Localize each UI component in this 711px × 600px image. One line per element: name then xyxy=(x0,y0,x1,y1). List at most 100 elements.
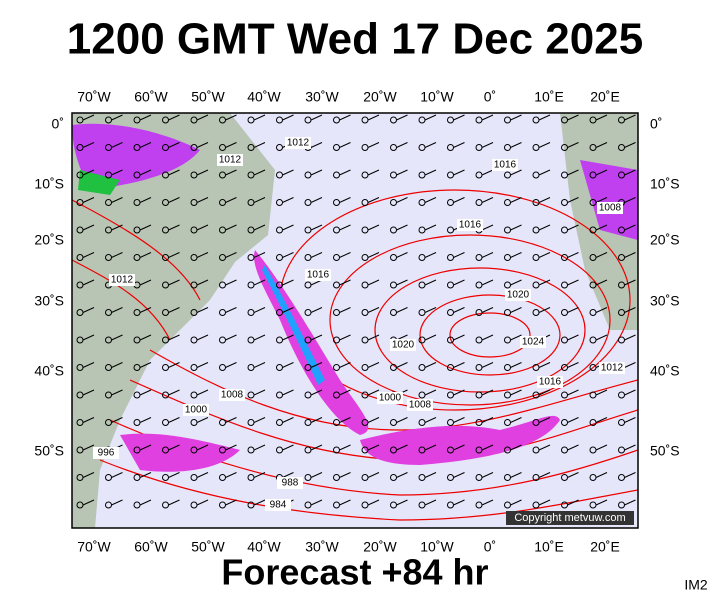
isobar-label-box xyxy=(597,202,623,214)
wind-barb xyxy=(139,114,152,121)
wind-barb xyxy=(424,499,437,506)
wind-barb xyxy=(510,197,522,203)
isobar-label: 1008 xyxy=(409,400,432,411)
wind-barb xyxy=(595,114,608,121)
isobar-label-box xyxy=(217,154,243,166)
wind-barb xyxy=(624,252,636,258)
wind-barb xyxy=(396,169,408,176)
wind-barb xyxy=(225,224,237,231)
lon-label-bottom: 50˚W xyxy=(191,539,225,555)
wind-barb xyxy=(139,169,152,176)
wind-barb xyxy=(538,417,551,423)
wind-barb xyxy=(339,417,351,423)
wind-barb xyxy=(168,334,180,341)
lat-label-right: 10˚S xyxy=(650,176,680,192)
wind-barb xyxy=(196,389,209,396)
wind-barb xyxy=(253,307,266,313)
wind-barb xyxy=(82,334,95,341)
wind-barb xyxy=(424,444,437,451)
wind-barb xyxy=(424,417,437,423)
wind-barb xyxy=(538,279,551,286)
wind-barb xyxy=(82,142,95,148)
wind-barb xyxy=(139,307,152,313)
wind-barb xyxy=(168,142,180,148)
wind-barb xyxy=(567,279,579,286)
lat-label-left: 30˚S xyxy=(34,293,64,309)
wind-barb xyxy=(82,307,95,313)
isobar-label-box xyxy=(599,362,625,374)
wind-barb xyxy=(624,307,636,313)
wind-barb xyxy=(111,417,123,423)
wind-barb xyxy=(453,417,465,423)
wind-barb xyxy=(339,142,351,148)
wind-barb xyxy=(538,252,551,258)
lon-label-bottom: 40˚W xyxy=(247,539,281,555)
wind-barb xyxy=(424,307,437,313)
wind-barb xyxy=(253,444,266,451)
lon-label-bottom: 60˚W xyxy=(134,539,168,555)
wind-barb xyxy=(595,417,608,423)
wind-barb xyxy=(510,472,522,478)
wind-barb xyxy=(225,197,237,203)
wind-barb xyxy=(196,444,209,451)
isobar-label: 1012 xyxy=(219,155,242,166)
wind-barb xyxy=(82,114,95,121)
lon-label-bottom: 10˚E xyxy=(534,539,564,555)
wind-barb xyxy=(253,142,266,148)
wind-barb xyxy=(453,252,465,258)
wind-barb xyxy=(111,472,123,478)
wind-barb xyxy=(139,279,152,286)
isobar-label: 1016 xyxy=(307,270,330,281)
wind-barb xyxy=(567,499,579,506)
wind-barb xyxy=(538,444,551,451)
wind-barb xyxy=(282,197,294,203)
wind-barb xyxy=(396,307,408,313)
wind-barb xyxy=(624,472,636,478)
lon-label-bottom: 20˚W xyxy=(363,539,397,555)
wind-barb xyxy=(139,444,152,451)
wind-barb xyxy=(253,224,266,231)
wind-barb xyxy=(481,444,494,451)
wind-barb xyxy=(168,279,180,286)
lat-label-right: 30˚S xyxy=(650,293,680,309)
wind-barb xyxy=(196,334,209,341)
wind-barb xyxy=(196,307,209,313)
wind-barb xyxy=(424,142,437,148)
wind-barb xyxy=(310,444,323,451)
lon-label-top: 0˚ xyxy=(484,89,496,105)
wind-barb xyxy=(168,444,180,451)
wind-barb xyxy=(339,472,351,478)
isobar-label: 1012 xyxy=(287,138,310,149)
isobar-label: 996 xyxy=(98,448,115,459)
wind-barb xyxy=(225,334,237,341)
map-frame xyxy=(71,112,639,529)
wind-barb xyxy=(282,114,294,121)
wind-barb xyxy=(481,197,494,203)
wind-barb xyxy=(567,307,579,313)
wind-barb xyxy=(595,307,608,313)
wind-barb xyxy=(82,362,95,368)
lat-label-left: 10˚S xyxy=(34,176,64,192)
wind-barb xyxy=(168,197,180,203)
isobar-label-box xyxy=(265,499,291,511)
wind-barb xyxy=(396,114,408,121)
wind-barb xyxy=(396,417,408,423)
wind-barb xyxy=(624,499,636,506)
wind-barb xyxy=(424,252,437,258)
wind-barb xyxy=(111,334,123,341)
wind-barb xyxy=(367,334,380,341)
wind-barb xyxy=(253,279,266,286)
lon-label-top: 70˚W xyxy=(77,89,111,105)
wind-barb xyxy=(282,417,294,423)
wind-barb xyxy=(396,472,408,478)
wind-barb xyxy=(424,389,437,396)
wind-barb xyxy=(111,389,123,396)
wind-barb xyxy=(453,279,465,286)
wind-barb xyxy=(82,252,95,258)
wind-barb xyxy=(139,472,152,478)
wind-barb xyxy=(538,499,551,506)
wind-barb xyxy=(225,114,237,121)
wind-barb xyxy=(510,444,522,451)
wind-barb xyxy=(282,252,294,258)
